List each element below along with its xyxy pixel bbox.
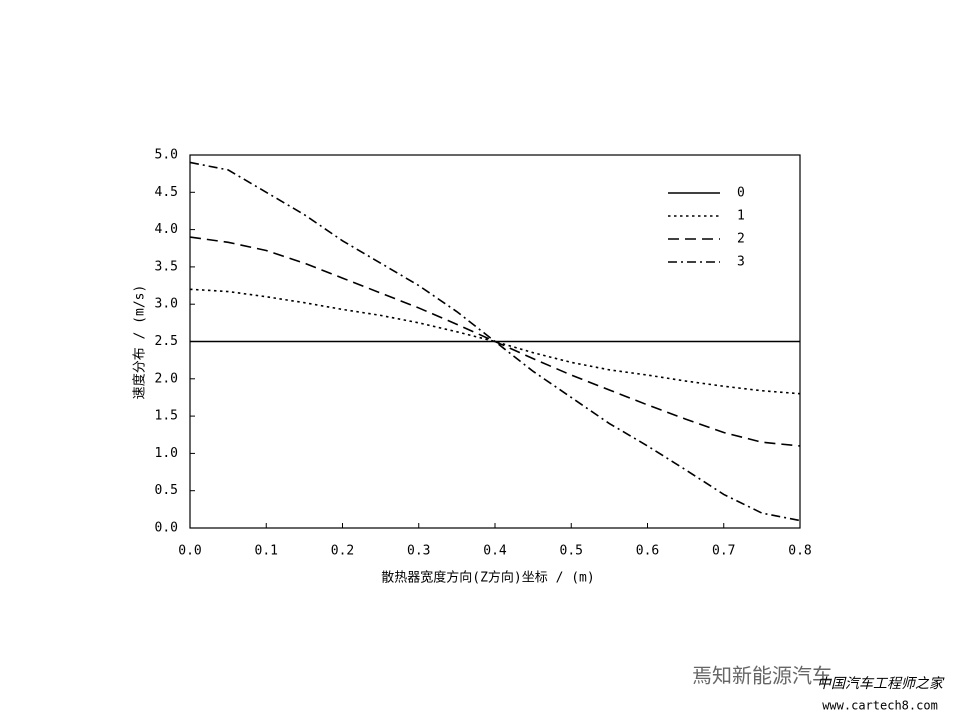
watermark: 中国汽车工程师之家 — [817, 676, 945, 692]
y-tick-label: 5.0 — [155, 148, 178, 163]
y-tick-label: 3.0 — [155, 297, 178, 312]
y-tick-label: 3.5 — [155, 259, 178, 274]
x-axis-label: 散热器宽度方向(Z方向)坐标 / (m) — [381, 570, 594, 586]
y-tick-label: 0.5 — [155, 483, 178, 498]
x-tick-label: 0.7 — [712, 544, 735, 559]
legend-label: 1 — [737, 209, 745, 224]
y-tick-label: 4.0 — [155, 222, 178, 237]
y-tick-label: 2.0 — [155, 371, 178, 386]
x-tick-label: 0.5 — [560, 544, 583, 559]
y-axis-label: 速度分布 / (m/s) — [132, 285, 148, 400]
legend-label: 3 — [737, 255, 745, 270]
x-tick-label: 0.6 — [636, 544, 659, 559]
y-tick-label: 0.0 — [155, 521, 178, 536]
x-tick-label: 0.1 — [255, 544, 278, 559]
y-tick-label: 1.5 — [155, 409, 178, 424]
x-tick-label: 0.0 — [178, 544, 201, 559]
watermark: www.cartech8.com — [822, 699, 938, 713]
series-line — [189, 161, 801, 522]
watermark: 焉知新能源汽车 — [692, 664, 832, 688]
y-tick-label: 2.5 — [155, 334, 178, 349]
legend-label: 2 — [737, 232, 745, 247]
x-tick-label: 0.3 — [407, 544, 430, 559]
y-tick-label: 1.0 — [155, 446, 178, 461]
x-tick-label: 0.4 — [483, 544, 507, 559]
x-tick-label: 0.2 — [331, 544, 354, 559]
x-tick-label: 0.8 — [788, 544, 811, 559]
y-tick-label: 4.5 — [155, 185, 178, 200]
series-line — [189, 288, 801, 395]
legend-label: 0 — [737, 186, 745, 201]
